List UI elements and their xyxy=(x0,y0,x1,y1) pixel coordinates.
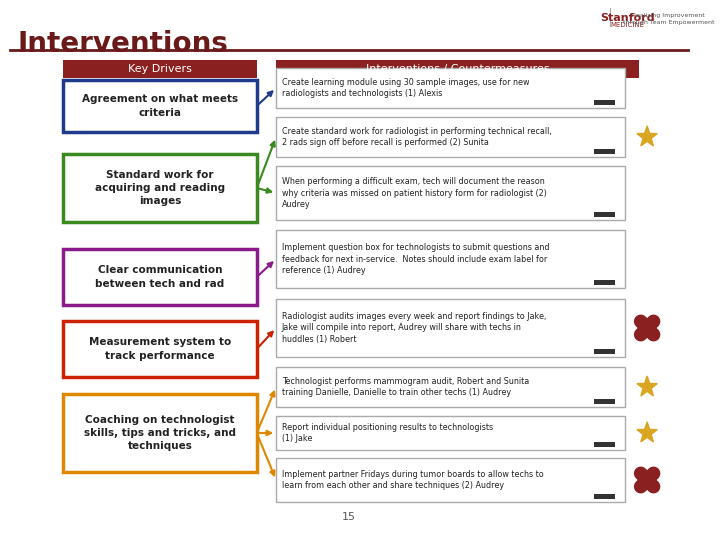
Text: Stanford: Stanford xyxy=(600,13,655,23)
Text: Agreement on what meets
criteria: Agreement on what meets criteria xyxy=(82,94,238,118)
Text: Implement partner Fridays during tumor boards to allow techs to
learn from each : Implement partner Fridays during tumor b… xyxy=(282,470,544,490)
Text: Technologist performs mammogram audit, Robert and Sunita
training Danielle, Dani: Technologist performs mammogram audit, R… xyxy=(282,377,529,397)
Text: Create standard work for radiologist in performing technical recall,
2 rads sign: Create standard work for radiologist in … xyxy=(282,127,552,147)
FancyBboxPatch shape xyxy=(276,367,625,407)
Text: Clear communication
between tech and rad: Clear communication between tech and rad xyxy=(95,265,225,288)
FancyBboxPatch shape xyxy=(276,68,625,108)
Polygon shape xyxy=(637,376,657,396)
Text: Key Drivers: Key Drivers xyxy=(128,64,192,74)
Bar xyxy=(594,442,615,447)
Text: Interventions: Interventions xyxy=(17,30,228,58)
FancyBboxPatch shape xyxy=(276,60,639,78)
Bar xyxy=(594,149,615,154)
FancyBboxPatch shape xyxy=(276,416,625,450)
Text: MEDICINE: MEDICINE xyxy=(611,22,644,28)
Text: Radiologist audits images every week and report findings to Jake,
Jake will comp: Radiologist audits images every week and… xyxy=(282,313,546,343)
FancyBboxPatch shape xyxy=(276,458,625,502)
FancyBboxPatch shape xyxy=(63,80,257,132)
Polygon shape xyxy=(637,126,657,146)
Text: Create learning module using 30 sample images, use for new
radiologists and tech: Create learning module using 30 sample i… xyxy=(282,78,529,98)
FancyBboxPatch shape xyxy=(276,166,625,220)
Text: Report individual positioning results to technologists
(1) Jake: Report individual positioning results to… xyxy=(282,423,493,443)
Text: Standard work for
acquiring and reading
images: Standard work for acquiring and reading … xyxy=(95,170,225,206)
Bar xyxy=(594,212,615,217)
Text: Implement question box for technologists to submit questions and
feedback for ne: Implement question box for technologists… xyxy=(282,244,549,275)
Bar xyxy=(594,494,615,499)
FancyBboxPatch shape xyxy=(63,154,257,222)
Bar xyxy=(594,349,615,354)
Text: through Team Empowerment: through Team Empowerment xyxy=(623,20,714,25)
Bar xyxy=(594,280,615,285)
Text: 15: 15 xyxy=(342,512,356,522)
FancyBboxPatch shape xyxy=(63,394,257,472)
Text: Interventions / Countermeasures: Interventions / Countermeasures xyxy=(366,64,549,74)
Text: Coaching on technologist
skills, tips and tricks, and
techniques: Coaching on technologist skills, tips an… xyxy=(84,415,236,451)
Text: Realizing Improvement: Realizing Improvement xyxy=(632,13,705,18)
FancyBboxPatch shape xyxy=(276,117,625,157)
Bar xyxy=(594,399,615,404)
FancyBboxPatch shape xyxy=(63,60,257,78)
FancyBboxPatch shape xyxy=(276,230,625,288)
FancyBboxPatch shape xyxy=(63,249,257,305)
FancyBboxPatch shape xyxy=(276,299,625,357)
FancyBboxPatch shape xyxy=(63,321,257,377)
Polygon shape xyxy=(637,422,657,442)
Text: Measurement system to
track performance: Measurement system to track performance xyxy=(89,338,231,361)
Text: When performing a difficult exam, tech will document the reason
why criteria was: When performing a difficult exam, tech w… xyxy=(282,178,546,208)
Bar xyxy=(594,100,615,105)
